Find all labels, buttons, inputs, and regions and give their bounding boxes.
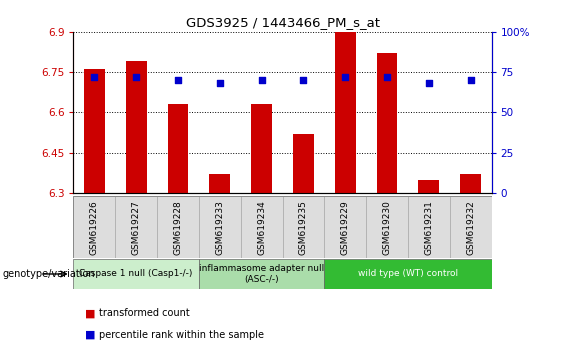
Point: [383, 74, 392, 80]
Bar: [408, 196, 450, 258]
Bar: [157, 196, 199, 258]
Point: [341, 74, 350, 80]
Title: GDS3925 / 1443466_PM_s_at: GDS3925 / 1443466_PM_s_at: [185, 16, 380, 29]
Bar: [199, 259, 324, 289]
Text: GSM619233: GSM619233: [215, 200, 224, 255]
Bar: [115, 196, 157, 258]
Bar: [199, 196, 241, 258]
Text: ■: ■: [85, 308, 95, 318]
Bar: [241, 196, 282, 258]
Bar: [167, 104, 189, 193]
Text: Caspase 1 null (Casp1-/-): Caspase 1 null (Casp1-/-): [80, 269, 193, 279]
Text: GSM619230: GSM619230: [383, 200, 392, 255]
Text: GSM619234: GSM619234: [257, 200, 266, 255]
Bar: [450, 196, 492, 258]
Bar: [418, 179, 440, 193]
Bar: [73, 259, 199, 289]
Point: [257, 78, 266, 83]
Text: transformed count: transformed count: [99, 308, 190, 318]
Text: GSM619228: GSM619228: [173, 200, 182, 255]
Bar: [282, 196, 324, 258]
Text: GSM619231: GSM619231: [424, 200, 433, 255]
Text: inflammasome adapter null
(ASC-/-): inflammasome adapter null (ASC-/-): [199, 264, 324, 284]
Text: wild type (WT) control: wild type (WT) control: [358, 269, 458, 279]
Point: [173, 78, 182, 83]
Point: [299, 78, 308, 83]
Bar: [366, 196, 408, 258]
Text: GSM619232: GSM619232: [466, 200, 475, 255]
Bar: [324, 259, 492, 289]
Text: GSM619235: GSM619235: [299, 200, 308, 255]
Point: [215, 81, 224, 86]
Text: genotype/variation: genotype/variation: [3, 269, 95, 279]
Bar: [334, 32, 356, 193]
Text: GSM619227: GSM619227: [132, 200, 141, 255]
Bar: [460, 174, 481, 193]
Text: GSM619226: GSM619226: [90, 200, 99, 255]
Bar: [293, 134, 314, 193]
Text: ■: ■: [85, 330, 95, 339]
Bar: [73, 196, 115, 258]
Point: [424, 81, 433, 86]
Bar: [377, 53, 398, 193]
Text: percentile rank within the sample: percentile rank within the sample: [99, 330, 264, 339]
Point: [90, 74, 99, 80]
Bar: [209, 174, 231, 193]
Bar: [125, 61, 147, 193]
Text: GSM619229: GSM619229: [341, 200, 350, 255]
Point: [466, 78, 475, 83]
Bar: [251, 104, 272, 193]
Point: [132, 74, 141, 80]
Bar: [84, 69, 105, 193]
Bar: [324, 196, 366, 258]
